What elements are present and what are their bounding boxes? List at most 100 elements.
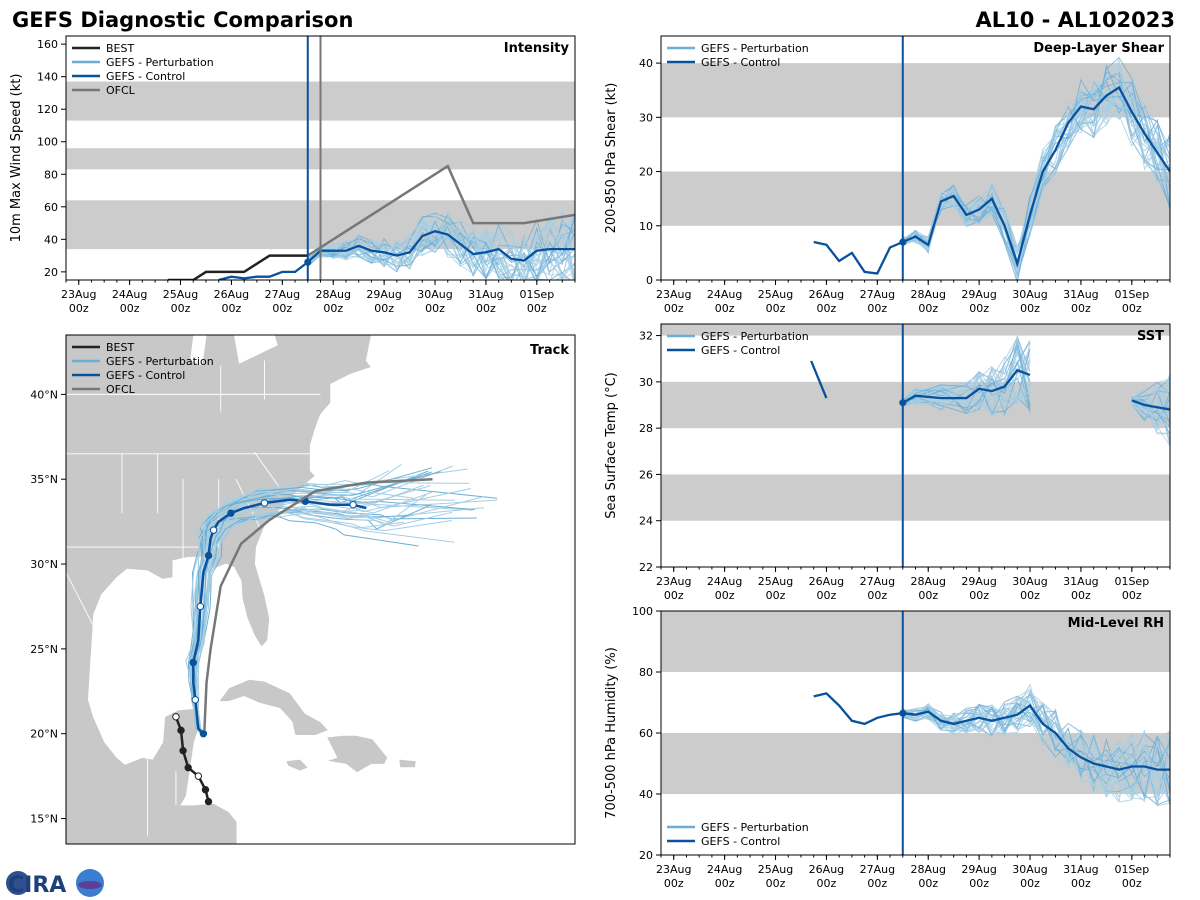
shear-ylabel: 200-850 hPa Shear (kt)	[604, 83, 619, 234]
sst-band-0	[661, 474, 1170, 521]
shear-xtick-sublabel: 00z	[766, 302, 786, 315]
rh-band-1	[661, 611, 1170, 672]
sst-xtick-sublabel: 00z	[817, 589, 837, 602]
intensity-ytick-label: 160	[37, 38, 58, 51]
intensity-member-line	[307, 214, 575, 280]
shear-member-line	[902, 57, 1170, 278]
intensity-xtick-sublabel: 00z	[323, 302, 343, 315]
rh-ytick-label: 100	[632, 605, 653, 618]
rh-member-line	[902, 709, 1170, 798]
rh-series-gefs-control	[813, 692, 1170, 771]
rh-xtick-label: 27Aug	[860, 863, 895, 876]
track-best-point	[201, 786, 210, 794]
sst-ytick-label: 30	[639, 376, 653, 389]
intensity-series-gefs-control	[218, 229, 575, 280]
sst-member-line	[902, 348, 1031, 413]
sst-xtick-label: 23Aug	[656, 575, 691, 588]
rh-panel: 2040608010023Aug00z24Aug00z25Aug00z26Aug…	[604, 605, 1171, 890]
shear-xtick-label: 31Aug	[1063, 288, 1098, 301]
intensity-ytick-label: 100	[37, 136, 58, 149]
sst-member-line	[902, 348, 1031, 405]
rh-xtick-label: 24Aug	[707, 863, 742, 876]
shear-xtick-sublabel: 00z	[867, 302, 887, 315]
sst-xtick-label: 30Aug	[1012, 575, 1047, 588]
track-gefs-control-point	[199, 730, 208, 738]
sst-series-gefs-control-seg3	[1131, 399, 1170, 411]
track-best-point	[172, 713, 180, 721]
track-member-line	[192, 495, 475, 737]
shear-xtick-sublabel: 00z	[715, 302, 735, 315]
track-best-point	[179, 746, 187, 755]
rh-ytick-label: 80	[639, 666, 653, 679]
track-ytick-label: 40°N	[30, 388, 58, 401]
legend-label-0: GEFS - Perturbation	[701, 42, 809, 55]
intensity-xtick-label: 28Aug	[315, 288, 350, 301]
intensity-ytick-label: 40	[44, 233, 58, 246]
track-plot-area	[66, 335, 575, 844]
rh-ytick-label: 20	[639, 849, 653, 862]
legend-label-0: BEST	[106, 341, 134, 354]
sst-xtick-sublabel: 00z	[664, 589, 684, 602]
sst-ylabel: Sea Surface Temp (°C)	[604, 372, 619, 519]
intensity-xtick-sublabel: 00z	[272, 302, 292, 315]
sst-xtick-sublabel: 00z	[969, 589, 989, 602]
rh-xtick-sublabel: 00z	[1020, 877, 1040, 890]
rh-member-line	[902, 704, 1170, 803]
track-gefs-control-point	[227, 509, 235, 517]
rh-xtick-sublabel: 00z	[664, 877, 684, 890]
sst-xtick-label: 01Sep	[1114, 575, 1149, 588]
intensity-xtick-sublabel: 00z	[120, 302, 140, 315]
track-best-point	[177, 726, 185, 735]
sst-xtick-sublabel: 00z	[715, 589, 735, 602]
shear-panel: 01020304023Aug00z24Aug00z25Aug00z26Aug00…	[604, 35, 1171, 315]
shear-ytick-label: 40	[639, 57, 653, 70]
land-jamaica	[285, 758, 309, 772]
legend-label-2: GEFS - Control	[106, 70, 185, 83]
intensity-xtick-sublabel: 00z	[476, 302, 496, 315]
intensity-ytick-label: 120	[37, 103, 58, 116]
rh-xtick-sublabel: 00z	[1122, 877, 1142, 890]
intensity-xtick-sublabel: 00z	[171, 302, 191, 315]
cira-logo: CIRA	[6, 869, 104, 898]
legend-label-2: GEFS - Control	[106, 369, 185, 382]
sst-xtick-sublabel: 00z	[1071, 589, 1091, 602]
shear-xtick-label: 25Aug	[758, 288, 793, 301]
rh-xtick-label: 30Aug	[1012, 863, 1047, 876]
legend-label-3: OFCL	[106, 84, 136, 97]
logo-globe-swoosh	[78, 881, 102, 889]
sst-member-line	[902, 359, 1031, 407]
intensity-xtick-label: 31Aug	[468, 288, 503, 301]
sst-ytick-label: 26	[639, 468, 653, 481]
shear-xtick-sublabel: 00z	[817, 302, 837, 315]
sst-xtick-label: 31Aug	[1063, 575, 1098, 588]
shear-member-line	[902, 91, 1170, 278]
intensity-xtick-sublabel: 00z	[527, 302, 547, 315]
intensity-panel-title: Intensity	[504, 41, 570, 56]
sst-plot-area	[661, 324, 1170, 521]
sst-xtick-label: 25Aug	[758, 575, 793, 588]
sst-member-line	[1131, 388, 1170, 420]
legend-label-1: GEFS - Control	[701, 56, 780, 69]
figure-title: GEFS Diagnostic Comparison	[12, 8, 353, 32]
shear-member-line	[902, 87, 1170, 274]
track-best-point	[194, 772, 203, 780]
sst-xtick-label: 29Aug	[961, 575, 996, 588]
intensity-series-best	[167, 254, 308, 280]
sst-member-line	[1131, 392, 1170, 447]
lake	[234, 335, 278, 364]
track-gefs-control-point	[191, 696, 199, 704]
legend-label-1: GEFS - Perturbation	[106, 355, 214, 368]
intensity-member-line	[307, 217, 575, 279]
rh-xtick-label: 31Aug	[1063, 863, 1098, 876]
sst-xtick-sublabel: 00z	[918, 589, 938, 602]
intensity-xtick-label: 01Sep	[519, 288, 554, 301]
intensity-xtick-label: 23Aug	[61, 288, 96, 301]
rh-xtick-label: 23Aug	[656, 863, 691, 876]
boundary-line	[66, 572, 97, 633]
shear-xtick-sublabel: 00z	[969, 302, 989, 315]
shear-xtick-sublabel: 00z	[1122, 302, 1142, 315]
intensity-xtick-sublabel: 00z	[222, 302, 242, 315]
sst-xtick-label: 26Aug	[809, 575, 844, 588]
track-best-point	[204, 797, 213, 806]
storm-id: AL10 - AL102023	[976, 8, 1176, 32]
